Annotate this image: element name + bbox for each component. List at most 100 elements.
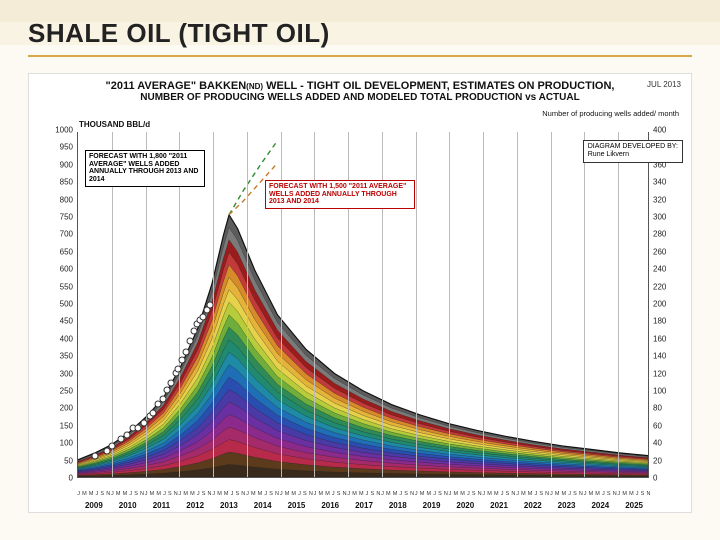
x-months: J M M J S N — [516, 491, 549, 497]
actual-marker — [159, 395, 166, 402]
x-months: J M M J S N — [449, 491, 482, 497]
actual-marker — [109, 442, 116, 449]
y2-tick: 20 — [653, 456, 685, 465]
y-axis-unit: THOUSAND BBL/d — [79, 120, 150, 129]
gridline — [551, 132, 552, 477]
y2-tick: 280 — [653, 230, 685, 239]
x-months: J M M J S N — [381, 491, 414, 497]
x-year: 2020 — [456, 501, 474, 510]
y-tick: 750 — [39, 213, 73, 222]
chart-title-small: (ND) — [246, 82, 263, 91]
actual-marker — [167, 380, 174, 387]
y2-tick: 80 — [653, 404, 685, 413]
x-year: 2011 — [153, 501, 170, 510]
actual-marker — [175, 366, 182, 373]
y2-tick: 200 — [653, 300, 685, 309]
x-months: J M M J S N — [314, 491, 347, 497]
gridline — [416, 132, 417, 477]
actual-marker — [163, 387, 170, 394]
y2-tick: 240 — [653, 265, 685, 274]
x-months: J M M J S N — [347, 491, 380, 497]
y-tick: 350 — [39, 352, 73, 361]
x-year: 2015 — [288, 501, 306, 510]
y2-tick: 260 — [653, 247, 685, 256]
y-tick: 300 — [39, 369, 73, 378]
annotation-1800: FORECAST WITH 1,800 "2011 AVERAGE" WELLS… — [85, 150, 205, 187]
y-tick: 450 — [39, 317, 73, 326]
actual-marker — [135, 425, 142, 432]
x-year: 2012 — [186, 501, 204, 510]
gridline — [618, 132, 619, 477]
actual-marker — [179, 357, 186, 364]
x-year: 2013 — [220, 501, 238, 510]
y-tick: 800 — [39, 195, 73, 204]
y-tick: 500 — [39, 300, 73, 309]
slide: SHALE OIL (TIGHT OIL) "2011 AVERAGE" BAK… — [0, 0, 720, 540]
y2-tick: 0 — [653, 474, 685, 483]
y2-tick: 140 — [653, 352, 685, 361]
annotation-1500: FORECAST WITH 1,500 "2011 AVERAGE" WELLS… — [265, 180, 415, 209]
y2-axis-unit: Number of producing wells added/ month — [542, 110, 679, 118]
y-tick: 250 — [39, 387, 73, 396]
gridline — [247, 132, 248, 477]
y-tick: 0 — [39, 474, 73, 483]
gridline — [483, 132, 484, 477]
chart-container: "2011 AVERAGE" BAKKEN(ND) WELL - TIGHT O… — [28, 73, 692, 513]
x-year: 2014 — [254, 501, 272, 510]
y2-tick: 60 — [653, 421, 685, 430]
y2-tick: 320 — [653, 195, 685, 204]
x-year: 2022 — [524, 501, 542, 510]
x-months: J M M J S N — [415, 491, 448, 497]
x-year: 2019 — [423, 501, 441, 510]
y-tick: 1000 — [39, 126, 73, 135]
x-year: 2010 — [119, 501, 137, 510]
y-tick: 600 — [39, 265, 73, 274]
chart-subtitle: NUMBER OF PRODUCING WELLS ADDED AND MODE… — [29, 92, 691, 103]
actual-marker — [207, 301, 214, 308]
y2-tick: 400 — [653, 126, 685, 135]
chart-title: "2011 AVERAGE" BAKKEN(ND) WELL - TIGHT O… — [29, 80, 691, 103]
y-tick: 950 — [39, 143, 73, 152]
actual-marker — [103, 447, 110, 454]
y-tick: 900 — [39, 160, 73, 169]
y-tick: 100 — [39, 439, 73, 448]
gridline — [517, 132, 518, 477]
x-year: 2016 — [321, 501, 339, 510]
x-months: J M M J S N — [617, 491, 650, 497]
y2-tick: 220 — [653, 282, 685, 291]
y2-tick: 340 — [653, 178, 685, 187]
x-months: J M M J S N — [111, 491, 144, 497]
actual-marker — [182, 348, 189, 355]
x-months: J M M J S N — [246, 491, 279, 497]
actual-marker — [141, 420, 148, 427]
y-tick: 550 — [39, 282, 73, 291]
x-months: J M M J S N — [145, 491, 178, 497]
x-year: 2017 — [355, 501, 373, 510]
actual-marker — [123, 432, 130, 439]
x-months: J M M J S N — [280, 491, 313, 497]
actual-marker — [92, 453, 99, 460]
gridline — [584, 132, 585, 477]
legend-dev-label: DIAGRAM DEVELOPED BY: — [588, 143, 678, 151]
y-tick: 400 — [39, 334, 73, 343]
y-tick: 150 — [39, 421, 73, 430]
y-tick: 50 — [39, 456, 73, 465]
y2-tick: 100 — [653, 387, 685, 396]
date-stamp: JUL 2013 — [647, 80, 681, 89]
x-year: 2021 — [490, 501, 508, 510]
x-year: 2018 — [389, 501, 407, 510]
legend-developed-by: DIAGRAM DEVELOPED BY: Rune Likvern — [583, 140, 683, 163]
y2-tick: 40 — [653, 439, 685, 448]
actual-marker — [200, 313, 207, 320]
x-year: 2023 — [558, 501, 576, 510]
actual-marker — [149, 409, 156, 416]
gridline — [449, 132, 450, 477]
x-year: 2025 — [625, 501, 643, 510]
y-tick: 850 — [39, 178, 73, 187]
y2-tick: 300 — [653, 213, 685, 222]
actual-marker — [186, 338, 193, 345]
x-months: J M M J S N — [77, 491, 110, 497]
x-ticks: 2009J M M J S N2010J M M J S N2011J M M … — [77, 478, 649, 512]
actual-marker — [190, 327, 197, 334]
y2-tick: 120 — [653, 369, 685, 378]
